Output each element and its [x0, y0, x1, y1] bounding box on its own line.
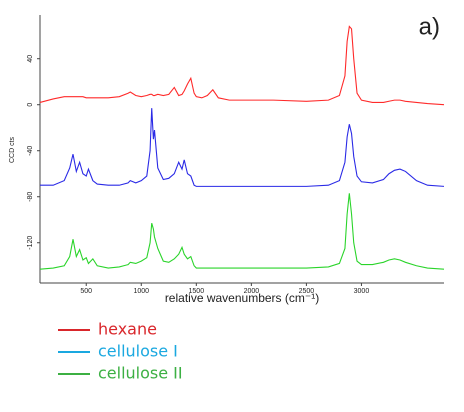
chart-title: a)	[419, 13, 440, 40]
line-series	[39, 25, 445, 106]
x-tick-label: 1500	[189, 288, 205, 295]
y-tick-label: -40	[27, 146, 34, 156]
x-tick-label: 3000	[354, 288, 370, 295]
y-tick-label: 0	[27, 103, 34, 107]
x-axis-label: relative wavenumbers (cm⁻¹)	[165, 291, 319, 305]
y-tick-label: -120	[27, 236, 34, 250]
legend-label: cellulose II	[98, 364, 183, 383]
x-tick-label: 1000	[133, 288, 149, 295]
line-series	[39, 193, 445, 270]
legend-label: hexane	[98, 320, 157, 339]
y-axis-label: CCD cts	[9, 136, 16, 163]
y-tick-label: -80	[27, 192, 34, 202]
x-tick-label: 2000	[244, 288, 260, 295]
x-tick-label: 500	[80, 288, 92, 295]
legend-label: cellulose I	[98, 342, 178, 361]
line-series	[40, 108, 445, 187]
y-tick-label: 40	[27, 55, 34, 63]
x-tick-label: 2500	[299, 288, 315, 295]
